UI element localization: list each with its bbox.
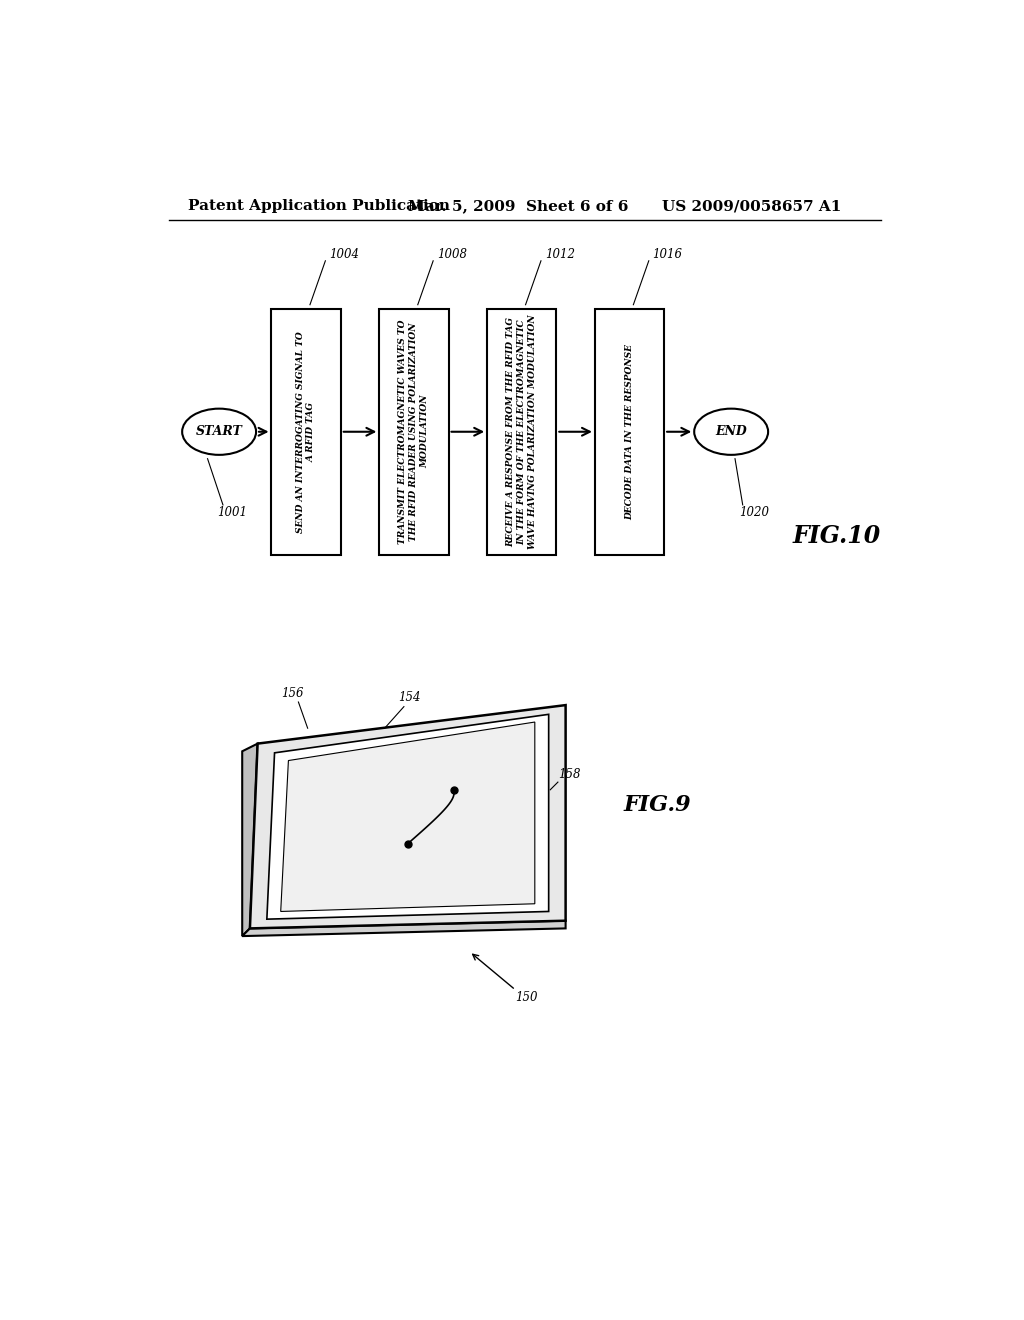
Polygon shape — [243, 743, 258, 936]
Text: SEND AN INTERROGATING SIGNAL TO
A RFID TAG: SEND AN INTERROGATING SIGNAL TO A RFID T… — [296, 331, 316, 533]
Text: START: START — [196, 425, 243, 438]
Text: 1004: 1004 — [330, 248, 359, 261]
Text: 160: 160 — [392, 871, 415, 884]
Text: 1020: 1020 — [739, 506, 769, 519]
Text: 158: 158 — [558, 768, 581, 781]
Text: FIG.9: FIG.9 — [624, 795, 691, 816]
Text: 154: 154 — [398, 690, 421, 704]
Text: US 2009/0058657 A1: US 2009/0058657 A1 — [662, 199, 842, 213]
Text: Patent Application Publication: Patent Application Publication — [188, 199, 451, 213]
Polygon shape — [281, 722, 535, 911]
Bar — [271, 309, 341, 554]
Text: 1008: 1008 — [437, 248, 467, 261]
Text: 1016: 1016 — [652, 248, 683, 261]
Polygon shape — [243, 921, 565, 936]
Text: 1001: 1001 — [217, 506, 247, 519]
Bar — [487, 309, 556, 554]
Bar — [595, 309, 665, 554]
Text: TRANSMIT ELECTROMAGNETIC WAVES TO
THE RFID READER USING POLARIZATION
MODULATION: TRANSMIT ELECTROMAGNETIC WAVES TO THE RF… — [398, 319, 429, 544]
Text: 162: 162 — [414, 776, 436, 788]
Bar — [379, 309, 449, 554]
Polygon shape — [250, 705, 565, 928]
Text: DECODE DATA IN THE RESPONSE: DECODE DATA IN THE RESPONSE — [625, 343, 634, 520]
Text: END: END — [716, 425, 748, 438]
Text: RECEIVE A RESPONSE FROM THE RFID TAG
IN THE FORM OF THE ELECTROMAGNETIC
WAVE HAV: RECEIVE A RESPONSE FROM THE RFID TAG IN … — [506, 314, 538, 549]
Text: 156: 156 — [281, 686, 303, 700]
Text: Mar. 5, 2009  Sheet 6 of 6: Mar. 5, 2009 Sheet 6 of 6 — [408, 199, 628, 213]
Text: 150: 150 — [515, 991, 538, 1005]
Text: FIG.10: FIG.10 — [793, 524, 881, 548]
Polygon shape — [267, 714, 549, 919]
Text: 1012: 1012 — [545, 248, 574, 261]
Text: 152: 152 — [315, 853, 338, 866]
